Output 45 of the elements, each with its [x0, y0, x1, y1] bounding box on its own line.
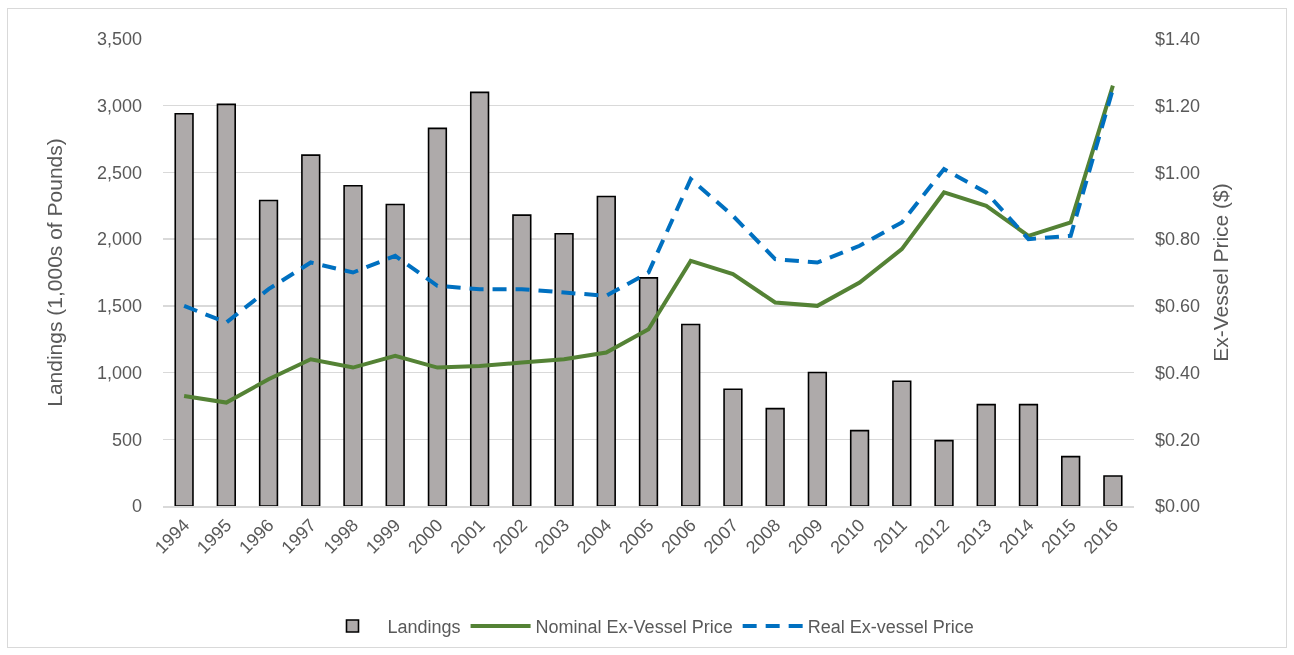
- legend-label: Real Ex-vessel Price: [807, 617, 974, 638]
- bar: [301, 154, 321, 506]
- bar: [976, 403, 996, 506]
- bar: [765, 407, 785, 506]
- bar: [1061, 455, 1081, 506]
- y2-tick-label: $0.20: [1155, 429, 1201, 450]
- bar: [385, 203, 405, 506]
- line-series: [182, 83, 1115, 405]
- bar: [849, 429, 870, 506]
- legend-label: Nominal Ex-Vessel Price: [535, 617, 733, 638]
- y-tick-label: 1,500: [96, 296, 142, 317]
- bar: [512, 214, 532, 506]
- legend-label: Landings: [387, 617, 461, 638]
- y2-tick-label: $1.40: [1155, 29, 1201, 50]
- bar: [427, 127, 448, 506]
- y-tick-label: 0: [131, 496, 142, 517]
- y-tick-label: 500: [111, 429, 142, 450]
- bar: [723, 388, 743, 506]
- y2-tick-label: $0.00: [1155, 496, 1201, 517]
- bar: [681, 323, 701, 506]
- y2-axis-title: Ex-Vessel Price ($): [1209, 183, 1233, 362]
- y2-tick-label: $0.40: [1155, 362, 1201, 383]
- y-axis-title: Landings (1,000s of Pounds): [43, 138, 67, 407]
- y2-tick-label: $0.60: [1155, 296, 1201, 317]
- y-tick-label: 2,500: [96, 162, 142, 183]
- bar: [1018, 403, 1039, 506]
- y-tick-label: 3,000: [96, 96, 142, 117]
- y-tick-label: 1,000: [96, 362, 142, 383]
- bar: [1103, 475, 1123, 506]
- y2-tick-label: $0.80: [1155, 229, 1201, 250]
- bar: [934, 439, 954, 506]
- bar: [807, 371, 828, 506]
- bar: [174, 112, 194, 506]
- y2-tick-label: $1.00: [1155, 162, 1201, 183]
- bar: [596, 195, 616, 506]
- y-tick-label: 3,500: [96, 29, 142, 50]
- bar: [469, 91, 490, 506]
- y-tick-label: 2,000: [96, 229, 142, 250]
- bar: [216, 103, 236, 506]
- bar: [554, 233, 574, 506]
- bar: [892, 380, 912, 506]
- bar: [258, 199, 279, 506]
- bar: [638, 277, 659, 506]
- bar: [343, 184, 363, 506]
- y2-tick-label: $1.20: [1155, 96, 1201, 117]
